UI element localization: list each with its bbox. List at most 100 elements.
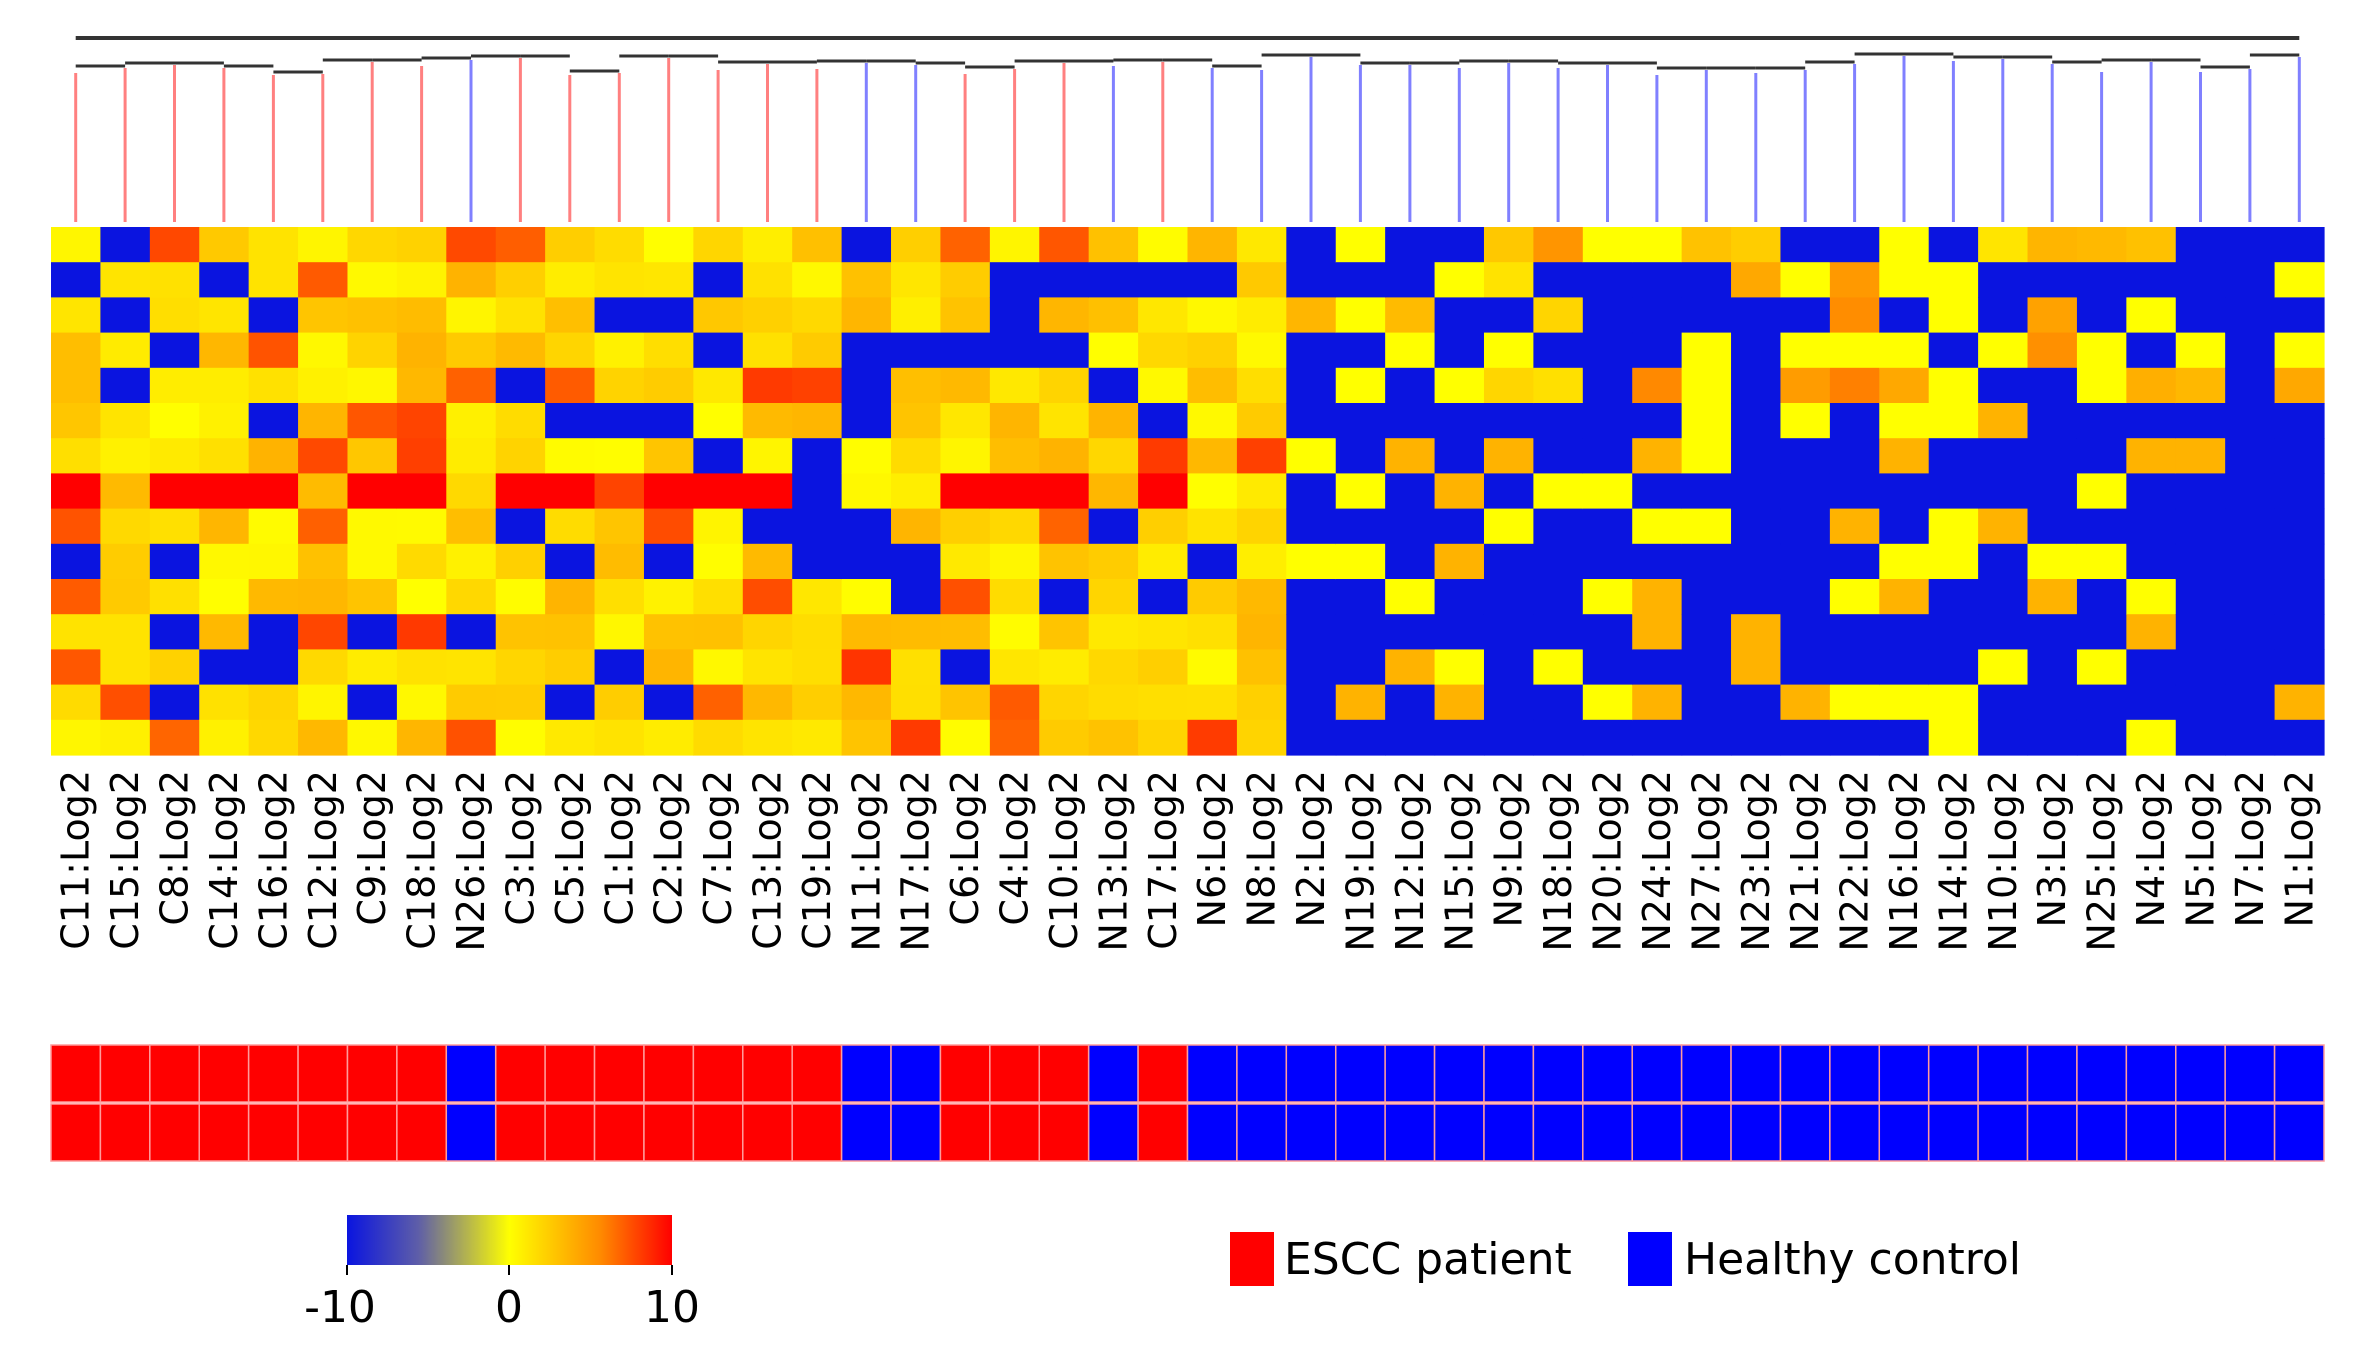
heatmap-cell: [693, 473, 744, 510]
heatmap-cell: [199, 262, 250, 298]
heatmap-cell: [989, 367, 1040, 404]
heatmap-cell: [1286, 614, 1337, 650]
heatmap-cell: [2175, 473, 2226, 510]
heatmap-cell: [1731, 543, 1782, 580]
heatmap-cell: [1385, 543, 1436, 580]
sample-label: N18:Log2: [1536, 770, 1580, 952]
heatmap-cell: [1138, 543, 1189, 580]
heatmap-cell: [396, 227, 447, 263]
heatmap-cell: [1533, 227, 1584, 263]
heatmap-cell: [100, 297, 151, 334]
heatmap-cell: [1483, 473, 1534, 510]
heatmap-cell: [1138, 438, 1189, 474]
heatmap-cell: [1978, 649, 2029, 686]
heatmap-cell: [199, 438, 250, 474]
heatmap-cell: [2076, 367, 2127, 404]
heatmap-cell: [841, 297, 892, 334]
heatmap-cell: [1533, 543, 1584, 580]
heatmap-cell: [298, 543, 349, 580]
group-cell: [1334, 1103, 1386, 1162]
heatmap-cell: [1879, 614, 1930, 650]
heatmap-cell: [1385, 579, 1436, 615]
group-cell: [1779, 1044, 1831, 1103]
heatmap-cell: [396, 508, 447, 545]
heatmap-cell: [1681, 227, 1732, 263]
heatmap-cell: [2076, 508, 2127, 545]
heatmap-cell: [1236, 649, 1287, 686]
heatmap-cell: [940, 403, 991, 439]
heatmap-cell: [2175, 614, 2226, 650]
heatmap-cell: [1533, 614, 1584, 650]
heatmap-cell: [643, 508, 694, 545]
heatmap-cell: [1335, 367, 1386, 404]
heatmap-cell: [2225, 543, 2276, 580]
heatmap-cell: [1138, 473, 1189, 510]
heatmap-cell: [742, 508, 793, 545]
group-cell: [1137, 1044, 1189, 1103]
heatmap-cell: [1286, 262, 1337, 298]
heatmap-cell: [149, 227, 200, 263]
heatmap-cell: [199, 649, 250, 686]
heatmap-cell: [1187, 297, 1238, 334]
heatmap-cell: [100, 684, 151, 721]
heatmap-cell: [1434, 403, 1485, 439]
heatmap-cell: [2225, 473, 2276, 510]
heatmap-cell: [446, 508, 497, 545]
heatmap-cell: [1681, 579, 1732, 615]
sample-label: C17:Log2: [1141, 770, 1185, 950]
heatmap-cell: [1533, 403, 1584, 439]
heatmap-cell: [2027, 367, 2078, 404]
heatmap-cell: [248, 297, 299, 334]
heatmap-cell: [298, 367, 349, 404]
heatmap-cell: [1731, 438, 1782, 474]
heatmap-cell: [446, 332, 497, 369]
group-cell: [1483, 1103, 1535, 1162]
color-scale-min-label: -10: [304, 1282, 376, 1333]
heatmap-cell: [792, 473, 843, 510]
heatmap-cell: [1829, 297, 1880, 334]
heatmap-cell: [149, 719, 200, 756]
heatmap-cell: [1582, 262, 1633, 298]
heatmap-cell: [1681, 438, 1732, 474]
heatmap-cell: [347, 614, 398, 650]
heatmap-cell: [1335, 262, 1386, 298]
heatmap-cell: [495, 262, 546, 298]
heatmap-cell: [396, 543, 447, 580]
heatmap-cell: [2076, 262, 2127, 298]
heatmap-cell: [248, 614, 299, 650]
heatmap-cell: [248, 332, 299, 369]
heatmap-cell: [792, 579, 843, 615]
heatmap-cell: [1780, 473, 1831, 510]
heatmap-cell: [989, 297, 1040, 334]
heatmap-cell: [1236, 473, 1287, 510]
heatmap-cell: [891, 227, 942, 263]
heatmap-cell: [199, 403, 250, 439]
heatmap-cell: [1187, 649, 1238, 686]
heatmap-cell: [891, 473, 942, 510]
sample-label: N14:Log2: [1931, 770, 1975, 952]
heatmap-cell: [1483, 649, 1534, 686]
group-cell: [198, 1044, 250, 1103]
heatmap-cell: [545, 473, 596, 510]
sample-label: N8:Log2: [1240, 770, 1284, 927]
heatmap-cell: [742, 332, 793, 369]
group-cell: [643, 1044, 695, 1103]
heatmap-cell: [1582, 614, 1633, 650]
heatmap-cell: [298, 227, 349, 263]
heatmap-cell: [2027, 649, 2078, 686]
heatmap-cell: [1632, 649, 1683, 686]
heatmap-cell: [1039, 543, 1090, 580]
heatmap-cell: [1483, 262, 1534, 298]
heatmap-cell: [446, 473, 497, 510]
heatmap-cell: [1039, 262, 1090, 298]
heatmap-cell: [1286, 227, 1337, 263]
group-cell: [643, 1103, 695, 1162]
heatmap-cell: [1681, 508, 1732, 545]
heatmap-cell: [1434, 508, 1485, 545]
heatmap-cell: [2126, 614, 2177, 650]
heatmap-cell: [495, 332, 546, 369]
heatmap-cell: [989, 719, 1040, 756]
heatmap-cell: [1088, 543, 1139, 580]
heatmap-cell: [1928, 508, 1979, 545]
heatmap-cell: [1483, 543, 1534, 580]
